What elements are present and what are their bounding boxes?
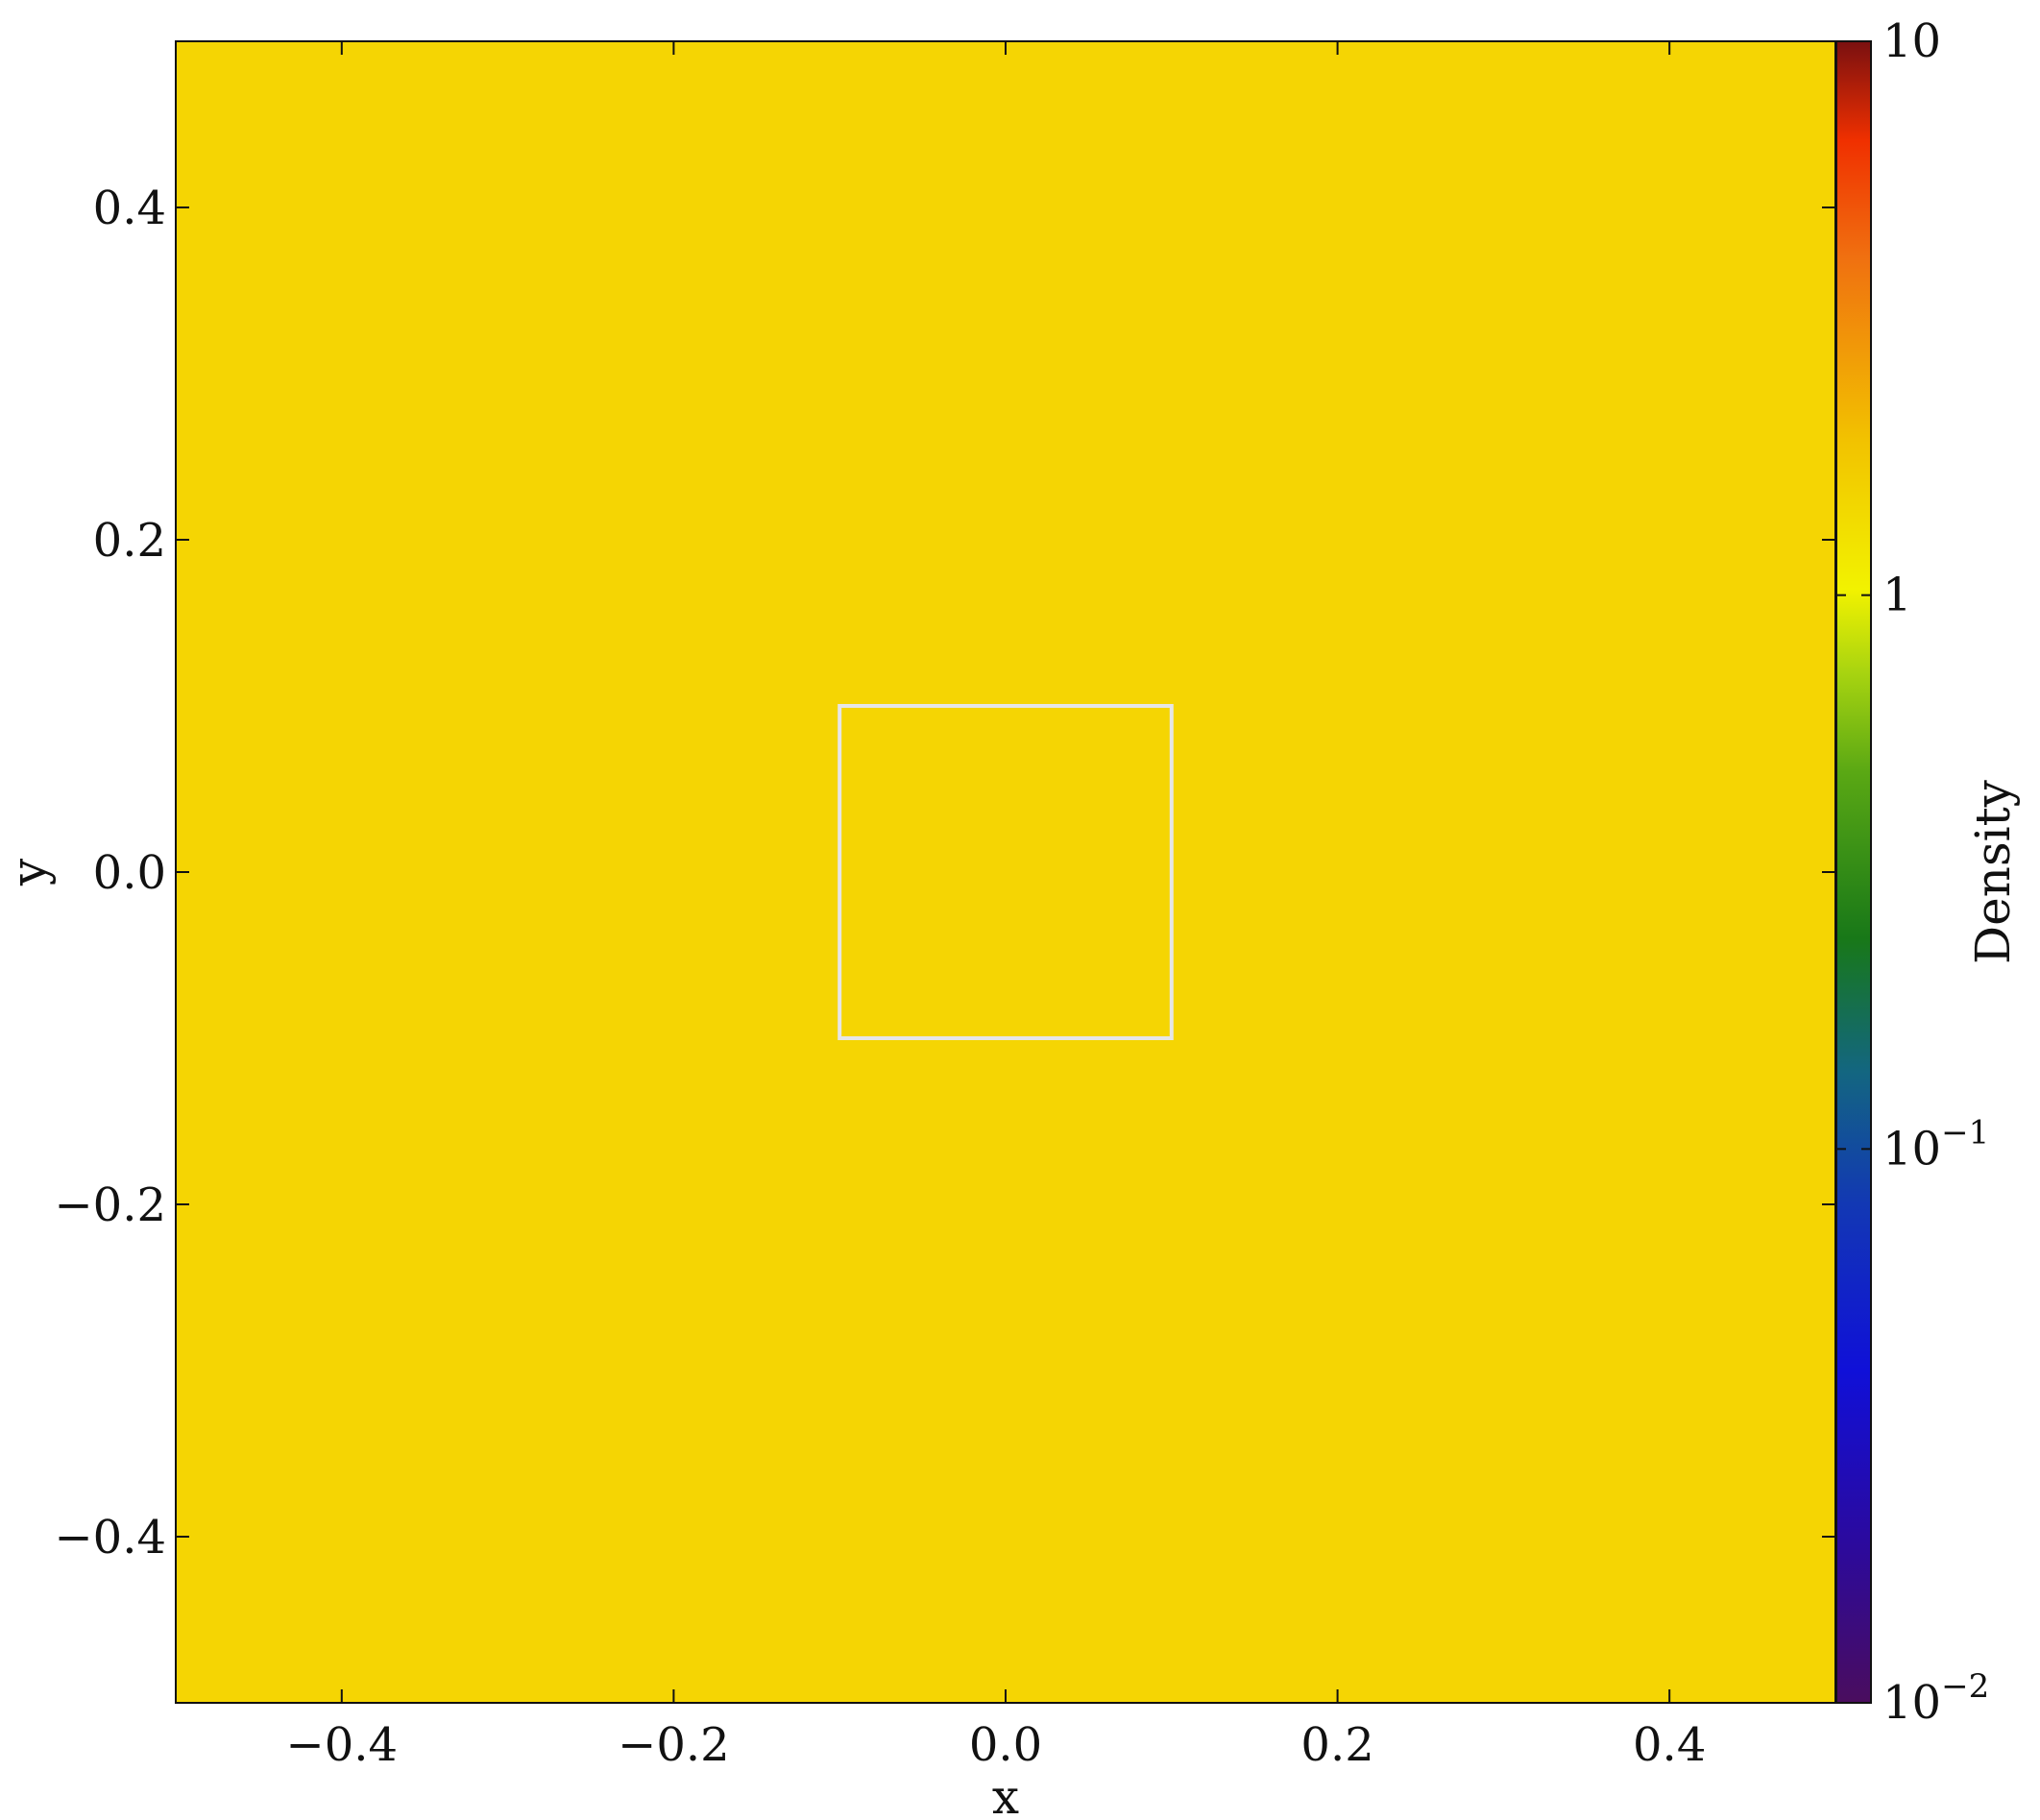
x-ticks: −0.4 −0.2 0.0 0.2 0.4 xyxy=(286,41,1706,1772)
colorbar-tick-base: 10 xyxy=(1882,14,1941,68)
y-tick-label: 0.2 xyxy=(93,514,166,568)
colorbar xyxy=(1835,40,1872,1704)
colorbar-tick-exponent: −2 xyxy=(1941,1667,1989,1706)
y-tick-label: 0.0 xyxy=(93,846,166,900)
y-axis-label: y xyxy=(1,858,57,886)
density-field xyxy=(176,41,1835,1703)
y-tick-label: −0.2 xyxy=(54,1178,166,1232)
colorbar-tick-base: 10 xyxy=(1882,1122,1941,1176)
x-tick-label: 0.4 xyxy=(1633,1718,1706,1772)
y-tick-label: −0.4 xyxy=(54,1511,166,1565)
colorbar-tick-label: 1 xyxy=(1882,569,1912,622)
colorbar-tick-label: 10−1 xyxy=(1882,1113,1989,1176)
y-tick-label: 0.4 xyxy=(93,182,166,235)
y-ticks: −0.4 −0.2 0.0 0.2 0.4 xyxy=(54,182,1835,1565)
x-tick-label: −0.2 xyxy=(618,1718,730,1772)
colorbar-tick-base: 10 xyxy=(1882,1676,1941,1730)
colorbar-tick-exponent: −1 xyxy=(1941,1113,1989,1152)
overlay-box xyxy=(838,704,1174,1040)
colorbar-label: Density xyxy=(1965,779,2021,964)
colorbar-tick-label: 10−2 xyxy=(1882,1667,1989,1730)
x-tick-label: 0.0 xyxy=(969,1718,1042,1772)
x-tick-label: −0.4 xyxy=(286,1718,399,1772)
x-axis-label: x xyxy=(992,1769,1019,1820)
x-tick-label: 0.2 xyxy=(1300,1718,1373,1772)
colorbar-tick-base: 1 xyxy=(1882,569,1912,622)
colorbar-tick-label: 10 xyxy=(1882,14,1941,68)
